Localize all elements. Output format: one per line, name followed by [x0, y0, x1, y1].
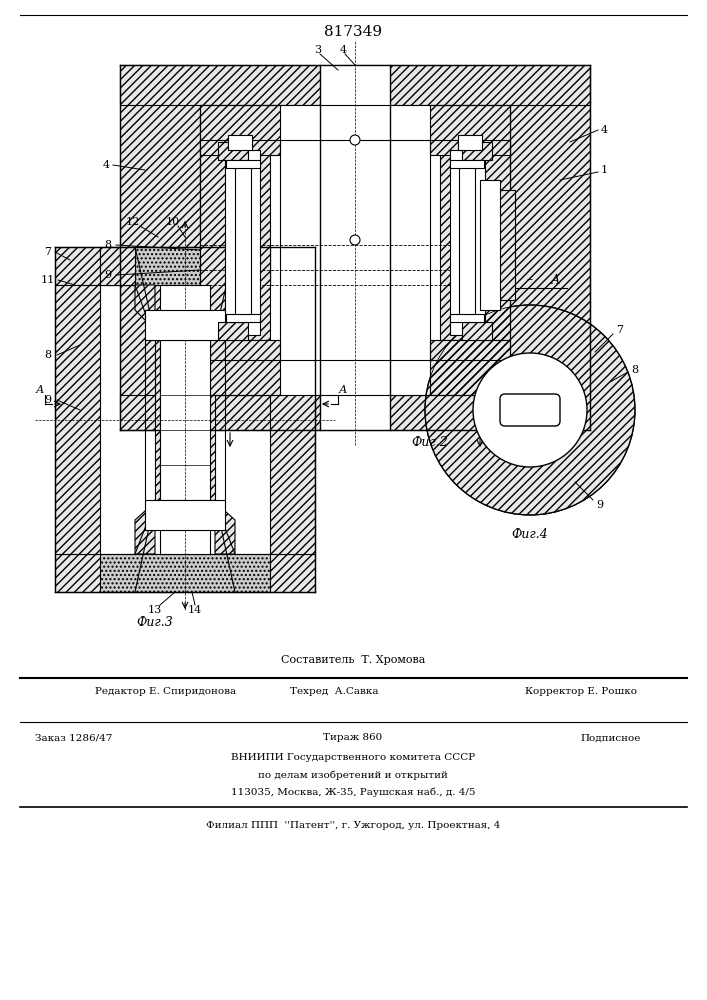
Text: Составитель  Т. Хромова: Составитель Т. Хромова [281, 655, 425, 665]
Text: Редактор Е. Спиридонова: Редактор Е. Спиридонова [95, 688, 236, 696]
Bar [225, 150, 260, 335]
Bar [218, 142, 248, 160]
Bar [228, 135, 252, 150]
Text: по делам изобретений и открытий: по делам изобретений и открытий [258, 770, 448, 780]
Bar [450, 314, 484, 322]
Circle shape [425, 305, 635, 515]
Text: А: А [550, 273, 560, 286]
Text: 3: 3 [315, 45, 322, 55]
Bar [480, 180, 500, 310]
Bar [235, 162, 251, 320]
Text: 9: 9 [597, 500, 604, 510]
Text: 4: 4 [600, 125, 607, 135]
Text: 817349: 817349 [324, 25, 382, 39]
Bar [55, 554, 315, 592]
Bar [100, 554, 270, 592]
Text: 8: 8 [105, 240, 112, 250]
Text: Техред  А.Савка: Техред А.Савка [290, 688, 378, 696]
Text: Тираж 860: Тираж 860 [323, 734, 382, 742]
Bar [155, 340, 215, 500]
Text: Фиг.4: Фиг.4 [512, 528, 549, 542]
Text: ВНИИПИ Государственного комитета СССР: ВНИИПИ Государственного комитета СССР [231, 754, 475, 762]
Text: 11: 11 [41, 275, 55, 285]
Text: 4: 4 [339, 45, 346, 55]
Bar [120, 65, 590, 105]
Text: Заказ 1286/47: Заказ 1286/47 [35, 734, 112, 742]
Bar [490, 190, 515, 300]
Text: 10: 10 [166, 217, 180, 227]
Bar [120, 395, 590, 430]
Text: Фиг.2: Фиг.2 [411, 436, 448, 450]
Text: 113035, Москва, Ж-35, Раушская наб., д. 4/5: 113035, Москва, Ж-35, Раушская наб., д. … [230, 787, 475, 797]
Text: 8: 8 [631, 365, 638, 375]
Bar [200, 340, 280, 395]
Bar [450, 160, 484, 168]
Bar [462, 322, 492, 340]
Polygon shape [235, 247, 270, 285]
Bar [510, 65, 590, 430]
Bar [450, 150, 485, 335]
Text: 4: 4 [103, 160, 110, 170]
Polygon shape [135, 502, 155, 554]
Text: А: А [36, 385, 44, 395]
Bar [459, 162, 475, 320]
Bar [462, 142, 492, 160]
Bar [226, 160, 260, 168]
Circle shape [350, 135, 360, 145]
Bar [55, 285, 100, 554]
Bar [200, 105, 510, 395]
Bar [160, 340, 210, 500]
Text: А: А [501, 273, 510, 286]
Bar [458, 135, 482, 150]
Bar [200, 140, 270, 340]
Bar [430, 105, 510, 155]
Polygon shape [215, 285, 235, 330]
Text: 9: 9 [45, 395, 52, 405]
Bar [145, 338, 225, 502]
Bar [200, 105, 280, 155]
Text: 9: 9 [105, 270, 112, 280]
FancyBboxPatch shape [500, 394, 560, 426]
Bar [160, 285, 210, 554]
Circle shape [350, 235, 360, 245]
Bar [320, 65, 390, 430]
Text: Филиал ППП  ''Патент'', г. Ужгород, ул. Проектная, 4: Филиал ППП ''Патент'', г. Ужгород, ул. П… [206, 820, 500, 830]
Text: 1: 1 [600, 165, 607, 175]
Text: А: А [339, 385, 347, 395]
Text: –: – [527, 273, 533, 286]
Circle shape [473, 353, 587, 467]
Text: 12: 12 [126, 217, 140, 227]
Text: 7: 7 [45, 247, 52, 257]
Text: 13: 13 [148, 605, 162, 615]
Bar [440, 140, 510, 340]
Text: 14: 14 [188, 605, 202, 615]
Text: 7: 7 [617, 325, 624, 335]
Polygon shape [215, 502, 235, 554]
Text: Фиг.3: Фиг.3 [136, 615, 173, 629]
Bar [145, 500, 225, 530]
Bar [430, 340, 510, 395]
Bar [120, 65, 200, 430]
Text: Подписное: Подписное [580, 734, 641, 742]
Bar [55, 247, 315, 285]
Bar [100, 247, 270, 285]
Polygon shape [100, 247, 135, 285]
Polygon shape [135, 285, 155, 330]
Bar [218, 322, 248, 340]
Bar [226, 314, 260, 322]
Bar [145, 310, 225, 340]
Text: Корректор Е. Рошко: Корректор Е. Рошко [525, 688, 637, 696]
Text: 8: 8 [45, 350, 52, 360]
Bar [270, 285, 315, 554]
